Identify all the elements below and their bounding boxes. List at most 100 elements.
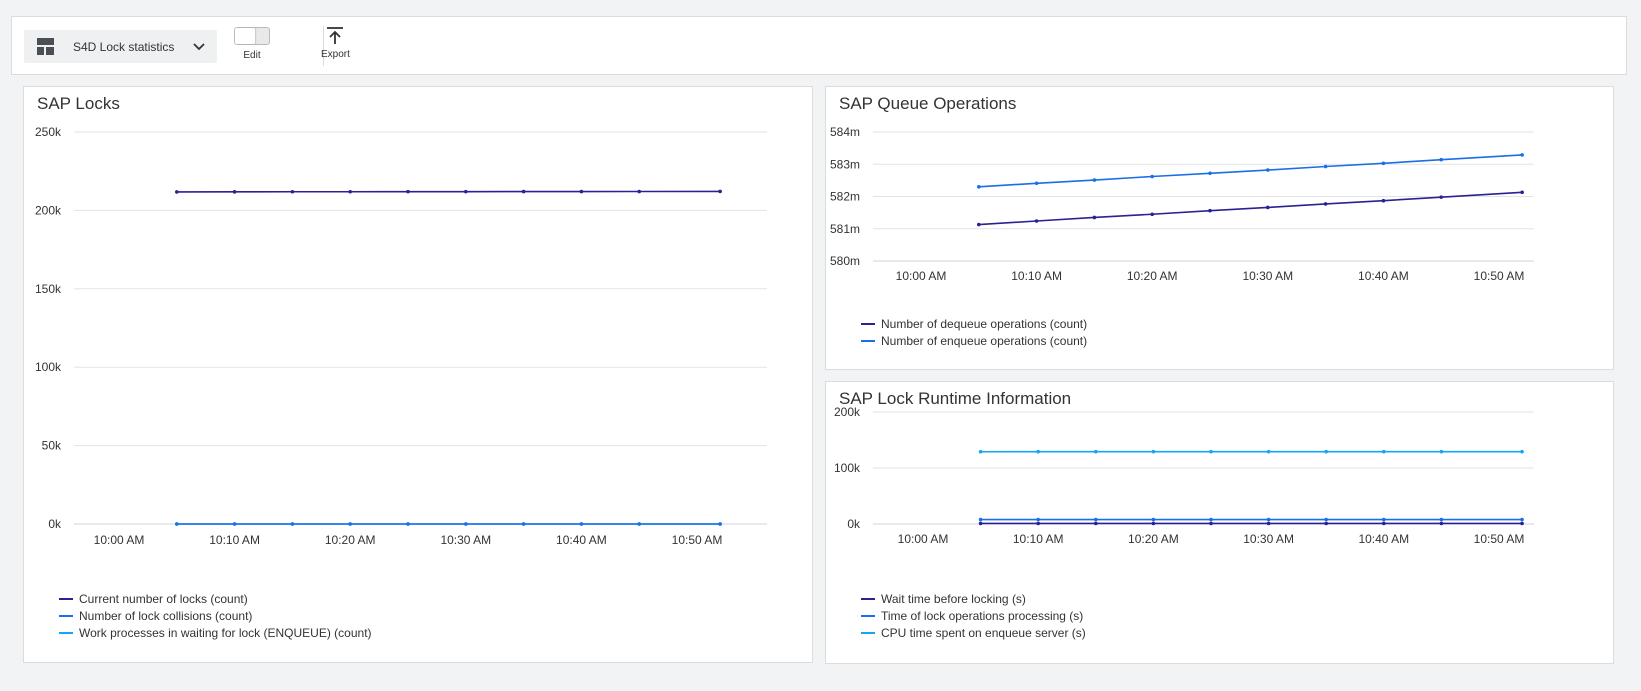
x-tick-label: 10:50 AM (672, 533, 723, 547)
data-point (1323, 164, 1328, 169)
sap-locks-panel: SAP Locks 0k 50k 100k 150k 200k 250k 10:00 AM 1… (23, 86, 813, 663)
data-point (1036, 517, 1040, 522)
toolbar-divider (323, 26, 324, 66)
data-point (637, 522, 641, 526)
x-tick-label: 10:20 AM (325, 533, 376, 547)
x-tick-label: 10:50 AM (1474, 269, 1525, 283)
edit-label: Edit (243, 50, 261, 61)
legend-swatch (861, 322, 875, 325)
data-point (579, 522, 584, 526)
data-point (978, 449, 983, 454)
data-point (1520, 521, 1524, 526)
edit-toggle-button[interactable]: Edit (234, 27, 270, 61)
y-tick-label: 150k (35, 282, 62, 296)
data-point (1382, 521, 1386, 526)
y-tick-label: 100k (35, 360, 62, 374)
data-point (521, 522, 526, 526)
data-point (1266, 449, 1271, 454)
data-point (977, 222, 981, 227)
data-point (977, 185, 981, 189)
data-point (1094, 517, 1098, 522)
series-line (978, 154, 1523, 188)
data-point (1439, 521, 1444, 526)
export-button[interactable]: Export (321, 26, 350, 60)
data-point (1520, 153, 1524, 157)
data-point (1266, 521, 1271, 526)
legend-item[interactable]: Wait time before locking (s) (861, 590, 1086, 607)
y-tick-label: 100k (834, 461, 861, 475)
data-point (579, 189, 584, 194)
data-point (1381, 198, 1386, 203)
data-point (1150, 212, 1154, 217)
x-tick-label: 10:00 AM (898, 532, 949, 546)
x-tick-label: 10:40 AM (556, 533, 607, 547)
y-tick-label: 583m (830, 157, 860, 171)
data-point (1382, 449, 1386, 454)
data-point (1209, 517, 1213, 522)
data-point (1092, 178, 1097, 182)
y-tick-label: 0k (48, 517, 62, 531)
panel-title: SAP Locks (37, 94, 120, 113)
data-point (1439, 157, 1443, 162)
x-tick-label: 10:00 AM (94, 533, 145, 547)
data-point (290, 522, 295, 526)
data-point (1439, 195, 1443, 199)
export-icon (327, 27, 344, 44)
legend-item[interactable]: Time of lock operations processing (s) (861, 607, 1086, 624)
data-point (637, 189, 641, 194)
legend-label: Number of dequeue operations (count) (881, 316, 1088, 331)
y-tick-label: 581m (830, 222, 860, 236)
data-point (521, 189, 526, 194)
edit-toggle[interactable] (234, 27, 270, 45)
dashboard-toolbar: S4D Lock statistics Edit Export (11, 16, 1627, 75)
legend-item[interactable]: Number of dequeue operations (count) (861, 315, 1087, 332)
y-tick-label: 200k (834, 405, 861, 419)
data-point (978, 517, 983, 522)
legend-label: Number of enqueue operations (count) (881, 333, 1088, 348)
data-point (718, 189, 722, 194)
y-tick-label: 584m (830, 125, 860, 139)
data-point (232, 522, 237, 526)
chart-legend: Wait time before locking (s) Time of lock… (861, 590, 1086, 641)
dashboard-name: S4D Lock statistics (73, 39, 175, 54)
data-point (348, 189, 353, 194)
legend-label: Wait time before locking (s) (881, 591, 1026, 606)
data-point (406, 522, 410, 526)
x-tick-label: 10:30 AM (440, 533, 491, 547)
panel-title: SAP Queue Operations (839, 94, 1017, 113)
data-point (1266, 205, 1270, 210)
y-tick-label: 580m (830, 254, 860, 268)
y-tick-label: 250k (35, 125, 62, 139)
legend-swatch (861, 339, 875, 342)
legend-item[interactable]: Number of lock collisions (count) (59, 607, 372, 624)
data-point (406, 189, 410, 194)
x-tick-label: 10:10 AM (209, 533, 260, 547)
data-point (1092, 215, 1097, 220)
data-point (1208, 208, 1212, 213)
data-point (1094, 449, 1098, 454)
y-tick-label: 50k (42, 439, 62, 453)
legend-swatch (59, 631, 73, 634)
legend-item[interactable]: Current number of locks (count) (59, 590, 372, 607)
data-point (1324, 517, 1328, 522)
sap-queue-operations-chart: 580m 581m 582m 583m 584m 10:00 AM 10:10 AM 10:2… (830, 125, 1534, 283)
dashboard-icon (37, 38, 54, 55)
y-tick-label: 582m (830, 190, 860, 204)
data-point (1209, 449, 1213, 454)
legend-item[interactable]: CPU time spent on enqueue server (s) (861, 624, 1086, 641)
legend-item[interactable]: Number of enqueue operations (count) (861, 332, 1087, 349)
data-point (348, 522, 353, 526)
data-point (1151, 521, 1156, 526)
x-tick-label: 10:30 AM (1243, 532, 1294, 546)
y-tick-label: 0k (847, 517, 861, 531)
dashboard-selector[interactable]: S4D Lock statistics (24, 30, 217, 63)
x-tick-label: 10:20 AM (1128, 532, 1179, 546)
data-point (1520, 517, 1524, 522)
x-tick-label: 10:10 AM (1013, 532, 1064, 546)
data-point (175, 522, 179, 526)
data-point (1266, 168, 1270, 172)
data-point (1034, 181, 1039, 186)
legend-item[interactable]: Work processes in waiting for lock (ENQU… (59, 624, 372, 641)
data-point (1150, 174, 1154, 179)
chevron-down-icon (193, 42, 205, 50)
